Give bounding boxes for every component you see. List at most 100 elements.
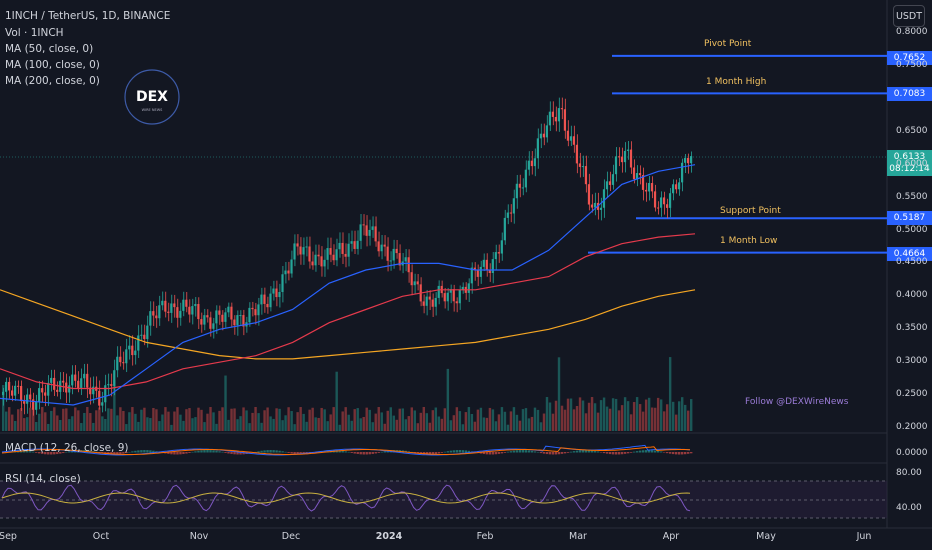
candle-body bbox=[326, 248, 329, 260]
volume-bar bbox=[560, 405, 564, 431]
candle-body bbox=[599, 207, 603, 210]
month-low-tag: 0.4664 bbox=[887, 247, 932, 261]
candle-body bbox=[455, 301, 458, 304]
volume-bar bbox=[65, 408, 68, 431]
macd-histogram-bar bbox=[530, 450, 534, 453]
macd-histogram-bar bbox=[179, 452, 182, 455]
candle-body bbox=[566, 130, 570, 141]
volume-bar bbox=[509, 411, 513, 431]
macd-histogram-bar bbox=[347, 451, 350, 453]
macd-histogram-bar bbox=[629, 452, 633, 453]
candle-body bbox=[602, 189, 606, 208]
volume-bar bbox=[218, 410, 221, 431]
macd-histogram-bar bbox=[230, 452, 233, 454]
candle-body bbox=[173, 303, 176, 308]
volume-bar bbox=[11, 414, 14, 431]
candle-body bbox=[683, 158, 687, 163]
candle-body bbox=[500, 240, 503, 254]
candle-body bbox=[386, 246, 389, 261]
candle-body bbox=[137, 335, 140, 351]
volume-bar bbox=[146, 417, 149, 431]
volume-bar bbox=[602, 397, 606, 431]
macd-histogram-bar bbox=[137, 450, 140, 453]
volume-bar bbox=[317, 417, 320, 431]
macd-histogram-bar bbox=[143, 450, 146, 453]
time-tick-label: Sep bbox=[0, 531, 17, 542]
candle-body bbox=[302, 247, 305, 255]
macd-histogram-bar bbox=[662, 452, 666, 453]
volume-bar bbox=[227, 419, 230, 431]
macd-histogram-bar bbox=[377, 452, 380, 453]
candle-body bbox=[179, 310, 182, 318]
volume-bar bbox=[632, 402, 636, 431]
volume-bar bbox=[20, 408, 23, 431]
volume-bar bbox=[314, 417, 317, 431]
macd-histogram-bar bbox=[8, 450, 11, 453]
candle-body bbox=[122, 362, 125, 364]
macd-histogram-bar bbox=[614, 452, 618, 455]
volume-bar bbox=[533, 407, 537, 431]
candle-body bbox=[71, 374, 74, 386]
macd-histogram-bar bbox=[23, 450, 26, 453]
candle-body bbox=[368, 229, 371, 236]
macd-histogram-bar bbox=[584, 450, 588, 453]
volume-bar bbox=[521, 409, 525, 431]
volume-bar bbox=[149, 418, 152, 431]
candle-body bbox=[446, 292, 449, 302]
volume-bar bbox=[83, 412, 86, 431]
candle-body bbox=[143, 334, 146, 340]
time-tick-label: 2024 bbox=[375, 531, 403, 542]
macd-histogram-bar bbox=[656, 450, 660, 453]
macd-histogram-bar bbox=[434, 452, 438, 454]
price-tick-label: 0.4000 bbox=[896, 290, 928, 301]
macd-histogram-bar bbox=[269, 450, 272, 453]
candle-body bbox=[200, 319, 203, 325]
volume-bar bbox=[269, 416, 272, 431]
macd-histogram-bar bbox=[575, 450, 579, 453]
macd-histogram-bar bbox=[152, 450, 155, 453]
candle-body bbox=[425, 296, 428, 306]
candle-body bbox=[347, 243, 350, 257]
volume-bar bbox=[641, 411, 645, 431]
candle-body bbox=[509, 212, 512, 214]
rsi-tick-80: 80.00 bbox=[896, 468, 922, 478]
macd-histogram-bar bbox=[503, 452, 507, 453]
volume-bar bbox=[116, 415, 119, 431]
volume-bar bbox=[323, 409, 326, 431]
macd-histogram-bar bbox=[620, 452, 624, 455]
candle-body bbox=[452, 289, 455, 302]
macd-histogram-bar bbox=[131, 451, 134, 453]
volume-bar bbox=[563, 409, 567, 431]
volume-bar bbox=[479, 407, 483, 431]
volume-bar bbox=[167, 411, 170, 431]
volume-bar bbox=[662, 411, 666, 431]
volume-bar bbox=[431, 410, 435, 431]
volume-bar bbox=[443, 408, 447, 431]
price-tick-label: 0.2500 bbox=[896, 389, 928, 400]
volume-bar bbox=[296, 412, 299, 431]
candle-body bbox=[656, 207, 660, 209]
volume-bar bbox=[500, 407, 504, 431]
candle-body bbox=[251, 307, 254, 310]
candle-body bbox=[254, 309, 257, 316]
macd-histogram-bar bbox=[227, 452, 230, 454]
month-high-tag: 0.7083 bbox=[887, 87, 932, 101]
candle-body bbox=[35, 401, 38, 410]
macd-histogram-bar bbox=[524, 450, 528, 453]
candle-body bbox=[557, 108, 561, 122]
dex-logo-circle bbox=[124, 69, 180, 125]
candle-body bbox=[17, 385, 20, 387]
candle-body bbox=[371, 226, 374, 230]
volume-bar bbox=[437, 416, 441, 431]
macd-histogram-bar bbox=[263, 450, 266, 453]
candle-body bbox=[428, 296, 431, 300]
candle-body bbox=[152, 311, 155, 316]
candle-body bbox=[8, 381, 11, 391]
currency-button[interactable]: USDT bbox=[893, 5, 925, 27]
candle-body bbox=[521, 187, 524, 189]
candle-body bbox=[161, 300, 164, 306]
candle-body bbox=[623, 150, 627, 163]
macd-histogram-bar bbox=[572, 451, 576, 453]
candle-body bbox=[344, 253, 347, 257]
